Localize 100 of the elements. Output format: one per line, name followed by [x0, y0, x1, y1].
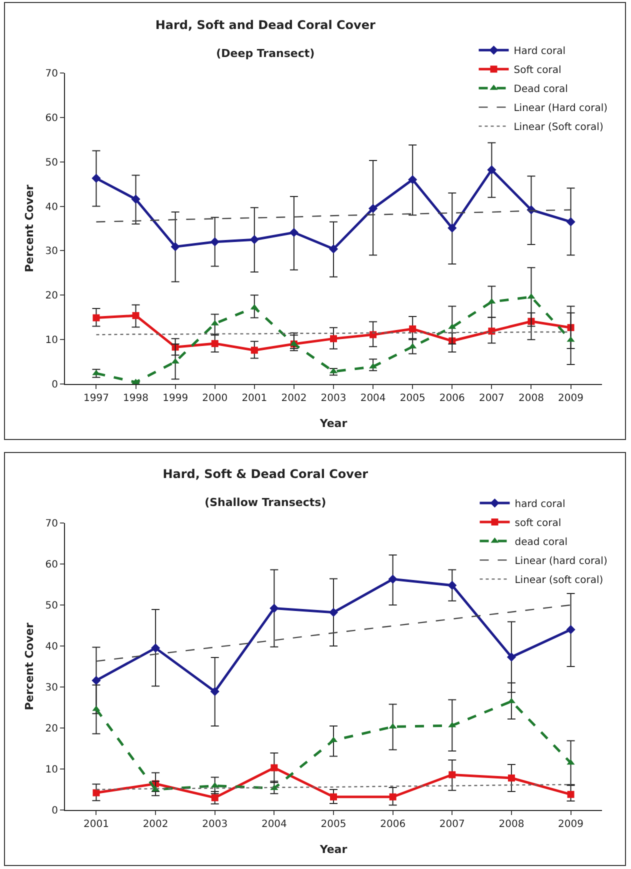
x-tick-label: 2004: [261, 819, 287, 830]
point: [250, 235, 259, 244]
x-tick-label: 2008: [518, 393, 544, 404]
point: [566, 625, 576, 634]
x-tick-label: 2007: [439, 819, 465, 830]
point: [210, 237, 220, 246]
point: [409, 325, 416, 332]
point: [370, 331, 377, 338]
x-axis-title: Year: [318, 417, 348, 430]
legend-label: Hard coral: [514, 46, 566, 58]
x-tick-label: 2002: [142, 819, 168, 830]
x-tick-label: 2009: [558, 819, 584, 830]
point: [210, 782, 219, 788]
y-axis-title: Percent Cover: [23, 622, 36, 710]
point: [508, 774, 515, 782]
y-tick-label: 60: [45, 560, 58, 570]
point: [92, 789, 100, 796]
legend-label: Linear (Soft coral): [514, 122, 604, 134]
point: [92, 174, 101, 183]
y-tick-label: 0: [52, 806, 58, 816]
x-tick-label: 2008: [498, 819, 524, 830]
legend-label: dead coral: [514, 536, 568, 548]
point: [131, 194, 140, 204]
point: [506, 652, 516, 662]
line-series: [96, 604, 572, 662]
x-tick-label: 1999: [162, 393, 188, 404]
point: [328, 608, 338, 617]
legend-label: Soft coral: [514, 65, 562, 76]
y-tick-label: 10: [45, 335, 58, 346]
point: [388, 574, 398, 584]
point: [270, 764, 278, 772]
y-tick-label: 30: [45, 682, 58, 694]
point: [210, 686, 220, 696]
point: [448, 771, 456, 778]
point: [566, 217, 576, 226]
point: [567, 790, 574, 798]
y-tick-label: 20: [45, 290, 58, 302]
x-tick-label: 2005: [400, 393, 426, 404]
point: [488, 328, 496, 335]
chart-title: Hard, Soft & Dead Coral Cover: [162, 466, 368, 481]
y-tick-label: 0: [52, 380, 58, 390]
x-tick-label: 2005: [320, 819, 346, 830]
legend-label: hard coral: [514, 498, 566, 510]
point: [170, 242, 180, 252]
point: [566, 759, 575, 765]
x-tick-label: 2002: [281, 393, 307, 404]
x-tick-label: 2007: [478, 393, 504, 404]
point: [330, 793, 337, 800]
y-tick-label: 40: [45, 642, 58, 652]
point: [250, 346, 258, 354]
x-tick-label: 2003: [320, 393, 346, 404]
point: [92, 314, 100, 322]
point: [448, 224, 457, 233]
y-tick-label: 50: [45, 600, 58, 612]
x-tick-label: 2006: [380, 819, 406, 830]
chart-subtitle: (Deep Transect): [216, 47, 315, 60]
point: [488, 298, 496, 304]
legend-label: Dead coral: [514, 84, 568, 96]
x-axis-title: Year: [318, 843, 348, 856]
point: [330, 335, 337, 342]
y-axis-title: Percent Cover: [23, 184, 36, 272]
y-tick-label: 50: [45, 157, 58, 168]
point: [368, 204, 378, 214]
x-tick-label: 2004: [360, 393, 386, 404]
chart-subtitle: (Shallow Transects): [204, 496, 326, 510]
chart-title: Hard, Soft and Dead Coral Cover: [155, 18, 376, 32]
point: [388, 723, 397, 729]
y-tick-label: 10: [45, 764, 58, 776]
y-tick-label: 60: [45, 112, 58, 124]
y-tick-label: 40: [45, 202, 58, 213]
point: [328, 244, 338, 254]
point: [171, 358, 180, 364]
point: [270, 604, 279, 613]
x-tick-label: 2001: [242, 393, 268, 404]
x-tick-label: 2006: [439, 393, 465, 404]
point: [527, 293, 536, 299]
x-tick-label: 1997: [84, 393, 109, 404]
point: [150, 644, 160, 653]
x-tick-label: 2001: [84, 819, 109, 830]
point: [487, 165, 496, 174]
legend-label: Linear (hard coral): [514, 556, 608, 567]
y-tick-label: 20: [45, 724, 58, 734]
legend-label: Linear (soft coral): [514, 574, 604, 586]
point: [448, 580, 457, 590]
point: [211, 340, 218, 348]
x-tick-label: 2003: [202, 819, 228, 830]
point: [408, 175, 418, 184]
point: [289, 228, 298, 238]
y-tick-label: 30: [45, 246, 58, 258]
x-tick-label: 1998: [123, 393, 148, 404]
point: [92, 370, 100, 376]
point: [389, 793, 396, 800]
x-tick-label: 2009: [558, 393, 584, 404]
x-tick-label: 2000: [202, 393, 228, 404]
y-tick-label: 70: [45, 68, 58, 80]
point: [92, 676, 101, 685]
legend-label: soft coral: [514, 518, 562, 529]
y-tick-label: 70: [45, 518, 58, 530]
legend-label: Linear (Hard coral): [514, 103, 608, 114]
point: [132, 312, 140, 320]
